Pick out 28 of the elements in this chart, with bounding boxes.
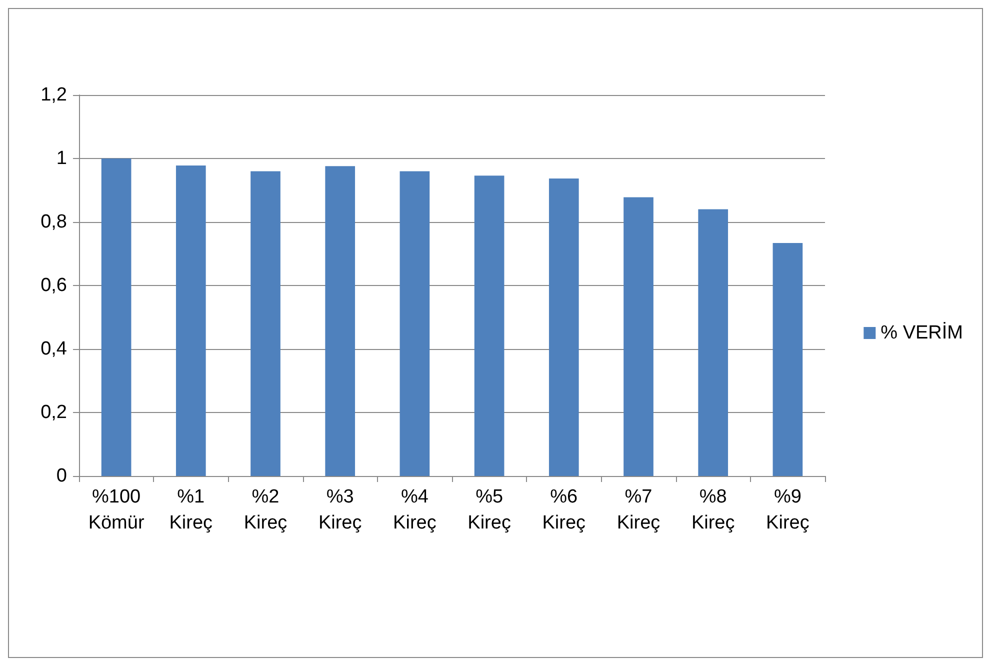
x-tick-label: %5 Kireç <box>468 486 511 534</box>
x-tick-label: %100 Kömür <box>88 486 145 534</box>
x-tick-label: %7 Kireç <box>616 486 660 534</box>
y-tick-label: 0,4 <box>40 338 68 360</box>
bar <box>250 171 280 476</box>
bar <box>474 176 504 476</box>
x-tick-label: %8 Kireç <box>691 486 735 534</box>
x-tick-label: %6 Kireç <box>542 486 586 534</box>
bar <box>325 166 356 476</box>
y-tick-label: 0,8 <box>40 212 67 232</box>
x-tick-label: %3 Kireç <box>318 486 362 534</box>
x-tick-label: %1 Kireç <box>169 486 213 534</box>
y-tick-label: 0 <box>56 466 67 486</box>
y-tick-label: 0,6 <box>40 275 67 296</box>
y-tick-label: 0,2 <box>40 402 67 423</box>
x-tick-label: %2 Kireç <box>244 486 288 534</box>
bar <box>400 171 430 476</box>
bar <box>176 165 206 476</box>
bar <box>101 158 132 476</box>
y-tick-label: 1 <box>56 148 67 169</box>
y-tick-label: 1,2 <box>40 84 67 106</box>
bar <box>548 178 579 476</box>
bar <box>698 209 728 476</box>
x-tick-label: %9 Kireç <box>766 486 810 534</box>
legend-label: % VERİM <box>880 322 964 344</box>
bar <box>772 242 803 476</box>
x-tick-label: %4 Kireç <box>393 486 436 534</box>
bar <box>624 197 654 476</box>
